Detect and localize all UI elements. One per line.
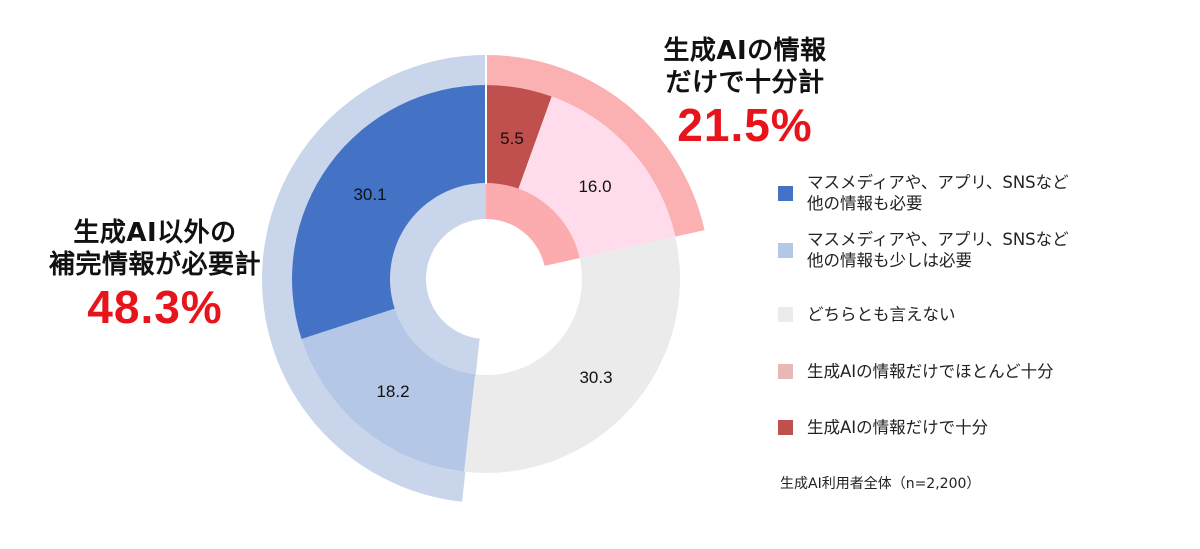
legend-swatch (778, 420, 793, 436)
segment-value-label: 30.3 (579, 368, 612, 387)
legend-label: 生成AIの情報だけで十分 (807, 418, 989, 437)
legend-swatch (778, 364, 793, 380)
callout-left-value: 48.3% (87, 281, 223, 334)
sample-note: 生成AI利用者全体（n=2,200） (780, 476, 981, 492)
legend-item-other-info-needed: マスメディアや、アプリ、SNSなど 他の情報も必要 (778, 172, 1069, 215)
legend-item-ai-sufficient: 生成AIの情報だけで十分 (778, 417, 988, 438)
legend-label: マスメディアや、アプリ、SNSなど 他の情報も必要 (807, 173, 1069, 214)
legend-item-neither: どちらとも言えない (778, 304, 956, 325)
legend-label: どちらとも言えない (807, 305, 956, 324)
legend-swatch (778, 307, 793, 323)
segment-arc (518, 96, 676, 259)
segment-value-label: 5.5 (500, 129, 524, 148)
segment-labels: 5.5 16.0 30.3 18.2 30.1 (353, 129, 612, 401)
group-inner-arc (486, 182, 581, 266)
segment-arc (291, 84, 488, 339)
group-rings (261, 55, 705, 502)
legend-item-ai-almost-sufficient: 生成AIの情報だけでほとんど十分 (778, 361, 1054, 382)
legend-swatch (778, 185, 793, 201)
legend-swatch (778, 242, 793, 258)
segment-value-label: 16.0 (578, 177, 611, 196)
legend-item-other-info-somewhat-needed: マスメディアや、アプリ、SNSなど 他の情報も少しは必要 (778, 229, 1069, 272)
group-outer-arc (486, 55, 705, 237)
legend-label: マスメディアや、アプリ、SNSなど 他の情報も少しは必要 (807, 230, 1069, 271)
chart-segments (291, 84, 680, 473)
group-inner-arc (389, 181, 486, 376)
legend-label: 生成AIの情報だけでほとんど十分 (807, 362, 1054, 381)
callout-right-line1: 生成AIの情報 (663, 36, 827, 66)
callout-right-value: 21.5% (677, 99, 813, 152)
segment-arc (301, 308, 476, 472)
callout-supplement-needed-total: 生成AI以外の 補完情報が必要計 48.3% (20, 218, 290, 334)
segment-value-label: 30.1 (353, 185, 386, 204)
callout-left-line2: 補完情報が必要計 (48, 249, 261, 280)
callout-left-line1: 生成AI以外の (73, 218, 237, 248)
segment-arc (464, 236, 680, 473)
segment-arc (486, 85, 552, 189)
callout-right-line2: だけで十分計 (665, 67, 825, 98)
callout-ai-sufficient-total: 生成AIの情報 だけで十分計 21.5% (615, 36, 875, 152)
group-outer-arc (261, 55, 486, 502)
segment-value-label: 18.2 (376, 382, 409, 401)
